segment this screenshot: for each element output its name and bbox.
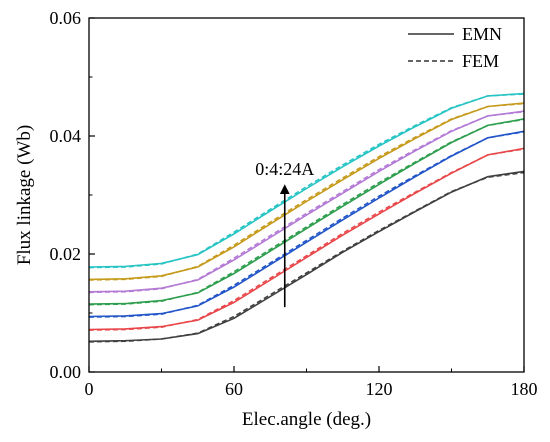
fem-series-line-5 (88, 102, 525, 281)
plot-frame (88, 17, 525, 373)
annotation: 0:4:24A (255, 159, 314, 308)
x-tick-label: 60 (225, 379, 243, 399)
y-tick-label: 0.02 (50, 244, 82, 264)
y-tick-label: 0.04 (50, 126, 82, 146)
ticks-layer: 0 60 120 180 0.00 0.02 0.04 0.06 (50, 8, 538, 399)
y-tick-label: 0.00 (50, 362, 82, 382)
emn-series-line-0 (88, 170, 525, 343)
legend-label-fem: FEM (462, 51, 499, 71)
emn-series-line-6 (88, 92, 525, 268)
emn-series-line-1 (88, 147, 525, 331)
x-tick-label: 0 (85, 379, 94, 399)
emn-series-line-5 (88, 102, 525, 281)
x-tick-label: 120 (366, 379, 393, 399)
x-axis-label: Elec.angle (deg.) (242, 409, 371, 430)
emn-series-line-3 (88, 118, 525, 305)
emn-series-line-4 (88, 110, 525, 293)
x-tick-label: 180 (511, 379, 538, 399)
legend: EMN FEM (408, 24, 502, 71)
legend-label-emn: EMN (462, 24, 502, 44)
y-tick-label: 0.06 (50, 8, 82, 28)
series-layer (88, 92, 525, 343)
emn-series-line-2 (88, 130, 525, 318)
annotation-label: 0:4:24A (255, 159, 314, 179)
y-axis-label: Flux linkage (Wb) (14, 125, 35, 265)
